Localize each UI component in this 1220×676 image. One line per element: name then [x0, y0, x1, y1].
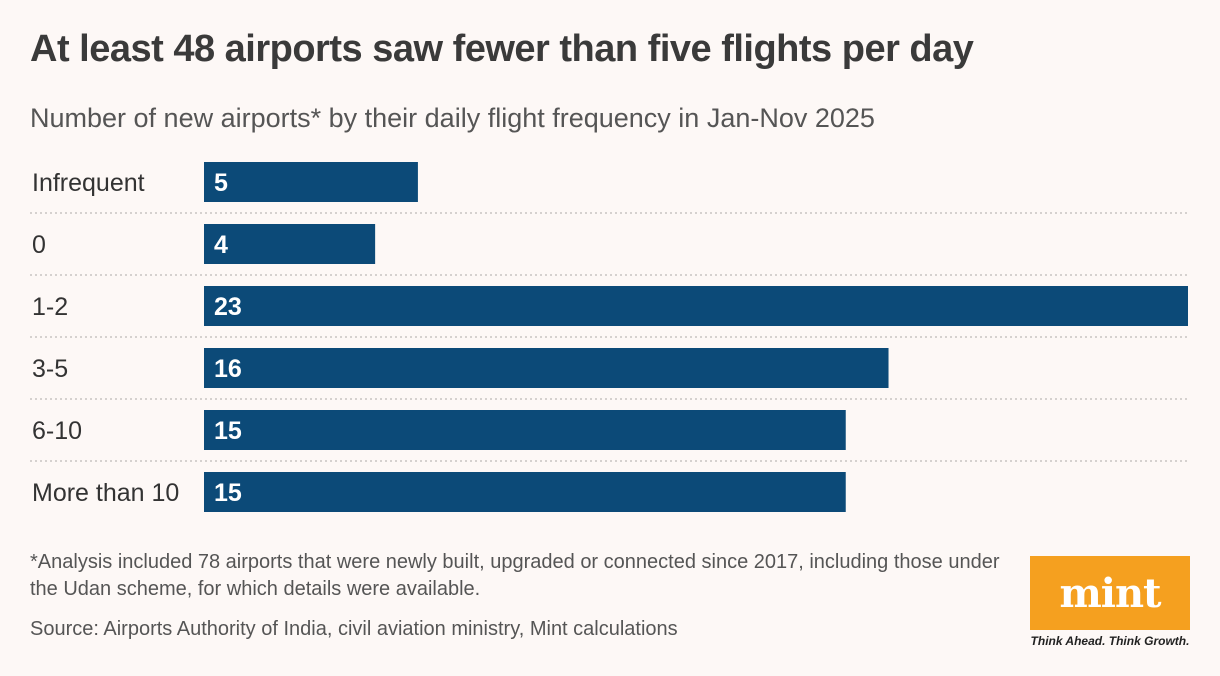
bar — [204, 472, 846, 512]
bar — [204, 410, 846, 450]
bar — [204, 348, 889, 388]
bar-value-label: 4 — [214, 231, 228, 259]
category-label: 3-5 — [32, 355, 68, 383]
logo-text: mint — [1059, 569, 1161, 617]
bar — [204, 224, 376, 264]
bar-chart: Infrequent 5 0 4 1-2 23 3-5 16 6-10 15 More than 1… — [30, 162, 1188, 512]
bar-value-label: 15 — [214, 417, 242, 445]
category-label: 1-2 — [32, 293, 68, 321]
chart-subtitle: Number of new airports* by their daily f… — [30, 103, 875, 133]
bar-value-label: 16 — [214, 355, 242, 383]
category-label: 6-10 — [32, 417, 82, 445]
category-label: Infrequent — [32, 169, 145, 197]
chart-title: At least 48 airports saw fewer than five… — [30, 28, 974, 70]
category-label: More than 10 — [32, 479, 179, 507]
logo-tagline: Think Ahead. Think Growth. — [1030, 634, 1190, 648]
bar-value-label: 15 — [214, 479, 242, 507]
bar — [204, 286, 1188, 326]
footnote: *Analysis included 78 airports that were… — [30, 551, 1000, 600]
bar-value-label: 5 — [214, 169, 228, 197]
mint-logo: mint — [1030, 556, 1190, 630]
bar — [204, 162, 418, 202]
source-note: Source: Airports Authority of India, civ… — [30, 618, 678, 640]
bar-value-label: 23 — [214, 293, 242, 321]
category-label: 0 — [32, 231, 46, 259]
